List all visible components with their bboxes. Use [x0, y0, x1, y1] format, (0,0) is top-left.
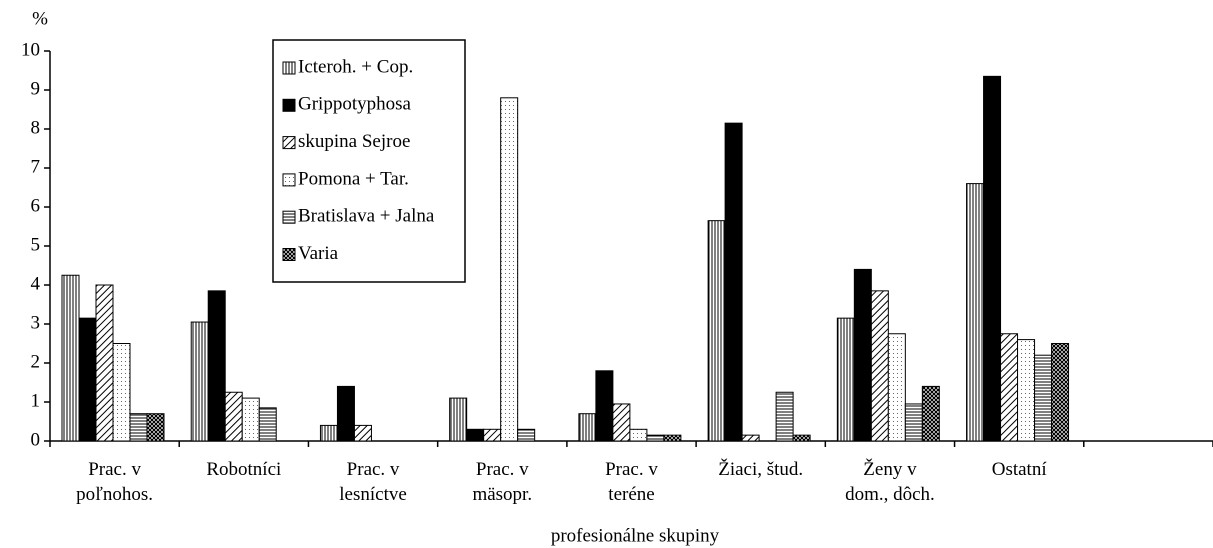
y-tick-label: 4 — [31, 273, 41, 294]
y-tick-label: 5 — [31, 234, 41, 255]
bar — [336, 385, 355, 442]
bar — [500, 97, 519, 442]
bar — [775, 391, 794, 442]
y-tick-label: 6 — [31, 195, 41, 216]
bar — [904, 403, 923, 442]
bar — [61, 274, 80, 442]
bar — [1000, 333, 1019, 442]
x-tick-label: Žiaci, štud. — [718, 458, 803, 480]
bar — [870, 290, 889, 442]
bar — [258, 407, 277, 442]
bar — [319, 424, 338, 442]
bar — [129, 413, 148, 442]
legend-label: Icteroh. + Cop. — [298, 56, 413, 77]
legend-swatch — [282, 136, 296, 150]
bar — [241, 397, 260, 442]
bar — [966, 183, 985, 442]
bar — [224, 391, 243, 442]
bar — [1051, 343, 1070, 442]
legend-swatch — [282, 98, 296, 112]
x-tick-label: Ženy v dom., dôch. — [845, 458, 935, 505]
bar — [449, 397, 468, 442]
legend-label: Grippotyphosa — [298, 94, 412, 115]
legend-swatch — [282, 173, 296, 187]
legend: Icteroh. + Cop. Grippotyphosa skupina Sejr… — [272, 39, 466, 283]
bar — [1034, 354, 1053, 442]
y-tick-label: 10 — [21, 39, 40, 60]
legend-label: Bratislava + Jalna — [298, 206, 435, 227]
bar — [707, 220, 726, 442]
x-tick-label: Ostatní — [992, 459, 1048, 480]
y-tick-label: 9 — [31, 78, 41, 99]
bar — [741, 434, 760, 442]
y-tick-label: 1 — [31, 390, 41, 411]
bar — [853, 268, 872, 442]
x-tick-label: Prac. v poľnohos. — [76, 459, 153, 505]
bar — [190, 321, 209, 442]
bar — [578, 413, 597, 442]
legend-box — [272, 39, 466, 283]
x-tick-label: Prac. v teréne — [605, 459, 658, 505]
bar — [792, 434, 811, 442]
legend-label: skupina Sejroe — [298, 131, 410, 152]
legend-label: Pomona + Tar. — [298, 168, 409, 189]
x-tick-label: Prac. v lesníctve — [339, 459, 407, 505]
bar — [724, 122, 743, 442]
y-tick-label: 3 — [31, 312, 41, 333]
bar — [887, 333, 906, 442]
bar — [517, 428, 536, 442]
bar — [921, 385, 940, 442]
bar — [836, 317, 855, 442]
bar — [466, 428, 485, 442]
bar — [629, 428, 648, 442]
bar — [483, 428, 502, 442]
legend-swatch — [282, 61, 296, 75]
bar — [95, 284, 114, 442]
x-axis-label: profesionálne skupiny — [551, 525, 720, 546]
bar — [78, 317, 97, 442]
x-tick-label: Prac. v mäsopr. — [472, 459, 532, 505]
bar — [207, 290, 226, 442]
y-tick-label: 0 — [31, 429, 41, 450]
y-tick-label: 7 — [31, 156, 41, 177]
bar — [112, 343, 131, 442]
bar — [983, 75, 1002, 442]
bar — [646, 434, 665, 442]
bar — [146, 413, 165, 442]
y-axis-label: % — [32, 8, 48, 29]
legend-swatch — [282, 248, 296, 261]
bar — [595, 370, 614, 442]
legend-label: Varia — [298, 243, 339, 264]
x-tick-label: Robotníci — [206, 459, 281, 480]
bar — [663, 434, 682, 442]
bar — [353, 424, 372, 442]
legend-swatch — [282, 210, 296, 224]
bar — [1017, 339, 1036, 442]
bar — [612, 403, 631, 442]
y-tick-label: 2 — [31, 351, 41, 372]
y-tick-label: 8 — [31, 117, 41, 138]
